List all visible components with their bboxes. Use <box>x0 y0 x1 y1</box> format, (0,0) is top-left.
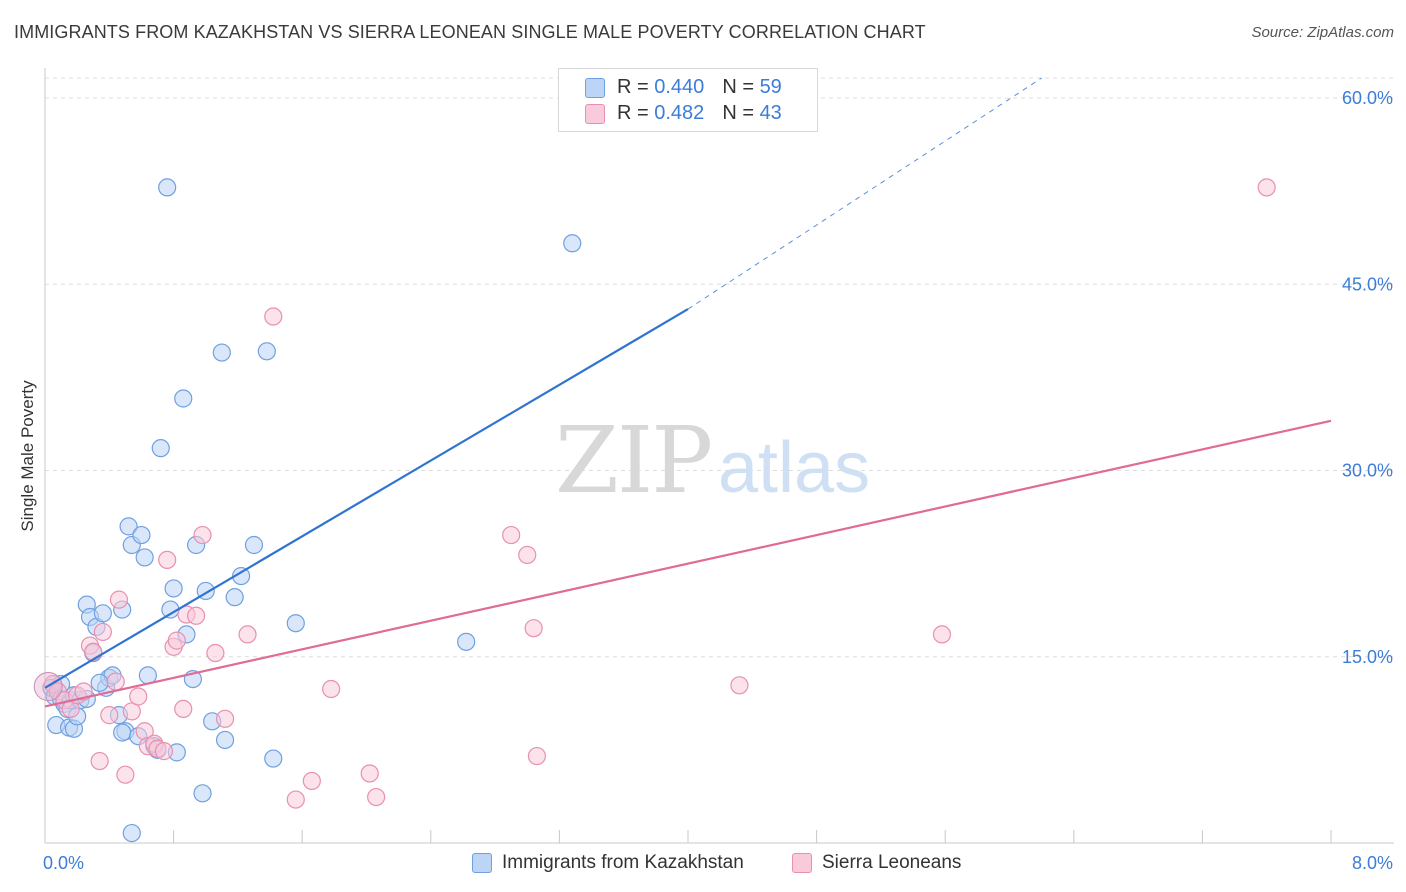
point-kazakhstan <box>119 517 138 536</box>
legend-label-sierra-leone: Sierra Leoneans <box>822 852 962 873</box>
point-sierra-leone <box>932 625 952 644</box>
axis-layer <box>44 68 1394 844</box>
point-sierra-leone <box>730 676 749 695</box>
chart-title: IMMIGRANTS FROM KAZAKHSTAN VS SIERRA LEO… <box>14 22 926 42</box>
point-sierra-leone <box>527 746 546 766</box>
point-kazakhstan <box>215 730 235 750</box>
legend-n-value: 43 <box>759 102 782 124</box>
point-kazakhstan <box>193 784 212 803</box>
point-sierra-leone <box>187 606 206 625</box>
point-kazakhstan <box>164 579 183 598</box>
watermark-atlas: atlas <box>718 428 870 508</box>
point-kazakhstan <box>90 673 109 692</box>
points-layer <box>33 178 1276 843</box>
legend-r-value: 0.440 <box>654 76 705 98</box>
point-sierra-leone <box>206 643 225 663</box>
point-sierra-leone <box>238 625 257 644</box>
y-tick-label: 45.0% <box>1342 274 1393 294</box>
point-kazakhstan <box>225 588 244 607</box>
y-axis-label: Single Male Poverty <box>18 380 37 532</box>
point-sierra-leone <box>116 765 135 784</box>
x-tick-label: 8.0% <box>1352 853 1393 873</box>
legend-n-value: 59 <box>759 76 782 98</box>
legend-label-kazakhstan: Immigrants from Kazakhstan <box>502 852 744 873</box>
y-tick-label: 15.0% <box>1342 647 1393 667</box>
legend-n-label: N = <box>722 76 760 98</box>
point-sierra-leone <box>322 679 341 699</box>
point-sierra-leone <box>109 590 129 609</box>
point-kazakhstan <box>151 439 170 458</box>
point-sierra-leone <box>90 751 109 771</box>
point-sierra-leone <box>1257 178 1276 197</box>
point-kazakhstan <box>93 604 112 623</box>
watermark: ZIP atlas <box>555 407 870 514</box>
point-kazakhstan <box>122 823 141 843</box>
point-sierra-leone <box>100 706 119 725</box>
trend-layer <box>44 77 1332 708</box>
point-sierra-leone <box>74 682 93 701</box>
point-kazakhstan <box>158 178 177 197</box>
watermark-zip: ZIP <box>555 407 711 514</box>
legend-row-kazakhstan: R = 0.440 N = 59 <box>585 76 782 100</box>
chart-source: Source: ZipAtlas.com <box>1251 24 1394 41</box>
point-sierra-leone <box>154 742 174 761</box>
x-tick-label: 0.0% <box>43 853 84 873</box>
legend-swatch-kazakhstan <box>472 852 492 873</box>
point-sierra-leone <box>518 545 537 565</box>
legend-r-label: R = <box>617 76 655 98</box>
point-sierra-leone <box>106 672 125 691</box>
bottom-legend-sierra-leone[interactable]: Sierra Leoneans <box>792 852 961 874</box>
legend-swatch-kazakhstan <box>585 77 605 98</box>
legend-r-value: 0.482 <box>654 102 705 124</box>
point-sierra-leone <box>129 687 148 706</box>
y-tick-label: 60.0% <box>1342 88 1393 108</box>
point-kazakhstan <box>113 723 132 742</box>
trendline-kazakhstan <box>44 308 689 689</box>
tick-label-layer: 15.0% 30.0% 45.0% 60.0% 0.0% 8.0% <box>43 88 1393 873</box>
point-kazakhstan <box>244 535 264 555</box>
point-kazakhstan <box>132 525 151 545</box>
legend-swatch-sierra-leone <box>792 852 812 873</box>
point-kazakhstan <box>457 632 476 651</box>
point-kazakhstan <box>563 234 582 253</box>
point-sierra-leone <box>158 550 177 570</box>
legend-n-label: N = <box>722 102 760 124</box>
point-sierra-leone <box>367 787 386 807</box>
stats-legend: R = 0.440 N = 59 R = 0.482 N = 43 <box>558 68 818 132</box>
legend-r-label: R = <box>617 102 655 124</box>
point-sierra-leone <box>174 699 193 719</box>
point-sierra-leone <box>193 525 212 545</box>
point-kazakhstan <box>264 749 283 768</box>
point-kazakhstan <box>257 342 276 361</box>
point-kazakhstan <box>286 614 305 633</box>
point-sierra-leone <box>264 307 283 326</box>
bottom-legend-kazakhstan[interactable]: Immigrants from Kazakhstan <box>472 852 744 874</box>
point-kazakhstan <box>174 389 193 408</box>
point-kazakhstan <box>212 343 231 362</box>
point-sierra-leone <box>502 525 521 545</box>
point-sierra-leone <box>93 622 112 642</box>
point-sierra-leone <box>84 642 103 661</box>
point-sierra-leone <box>360 764 379 783</box>
trendline-sierra-leone <box>44 419 1332 708</box>
point-sierra-leone <box>215 709 235 728</box>
point-sierra-leone <box>286 790 305 809</box>
y-tick-label: 30.0% <box>1342 461 1393 481</box>
legend-swatch-sierra-leone <box>585 103 605 124</box>
point-sierra-leone <box>302 771 321 791</box>
trendline-kazakhstan-extension <box>687 77 1042 310</box>
point-sierra-leone <box>524 619 543 638</box>
point-sierra-leone <box>167 631 186 650</box>
legend-row-sierra-leone: R = 0.482 N = 43 <box>585 102 782 126</box>
point-kazakhstan <box>135 548 154 567</box>
